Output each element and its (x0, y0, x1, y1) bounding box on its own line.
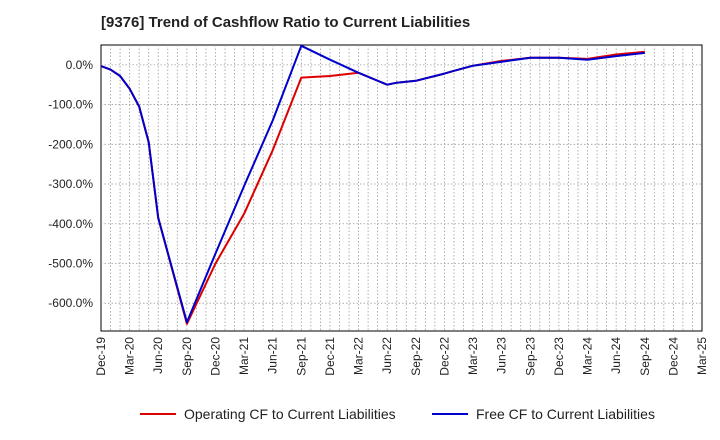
y-tick-label: -200.0% (48, 137, 93, 151)
y-gridlines (101, 64, 702, 304)
series-lines (100, 44, 645, 325)
legend-item-operating-cf: Operating CF to Current Liabilities (140, 404, 396, 424)
y-axis-tick-labels: 0.0% -100.0% -200.0% -300.0% -400.0% -500.0% -… (48, 58, 93, 310)
legend-item-free-cf: Free CF to Current Liabilities (432, 404, 655, 424)
y-tick-label: -100.0% (48, 98, 93, 112)
plot-area (100, 44, 703, 332)
y-tick-label: -600.0% (48, 296, 93, 310)
x-tick-label: Dec-19 (94, 337, 108, 376)
y-tick-label: -400.0% (48, 217, 93, 231)
x-tick-label: Dec-21 (323, 337, 337, 376)
x-tick-label: Mar-25 (695, 337, 709, 375)
legend-label-free-cf: Free CF to Current Liabilities (476, 406, 655, 422)
x-axis-tick-labels: Dec-19 Mar-20 Jun-20 Sep-20 Dec-20 Mar-21 Jun-… (94, 337, 709, 376)
y-tick-label: -500.0% (48, 256, 93, 270)
x-tick-label: Mar-23 (466, 337, 480, 375)
x-tick-label: Jun-20 (151, 337, 165, 374)
x-tick-label: Sep-20 (180, 337, 194, 376)
x-tick-label: Mar-21 (237, 337, 251, 375)
x-tick-label: Sep-22 (409, 337, 423, 376)
x-tick-label: Mar-22 (352, 337, 366, 375)
x-tick-label: Mar-20 (123, 337, 137, 375)
legend: Operating CF to Current Liabilities Free… (0, 404, 720, 426)
chart-title: [9376] Trend of Cashflow Ratio to Curren… (101, 14, 471, 31)
x-tick-label: Mar-24 (581, 337, 595, 375)
x-tick-label: Sep-24 (638, 337, 652, 376)
legend-label-operating-cf: Operating CF to Current Liabilities (184, 406, 396, 422)
x-tick-label: Dec-23 (552, 337, 566, 376)
x-tick-label: Jun-21 (266, 337, 280, 374)
legend-swatch-operating-cf (140, 413, 176, 415)
x-tick-label: Dec-20 (208, 337, 222, 376)
x-tick-label: Sep-23 (523, 337, 537, 376)
x-tick-label: Dec-24 (666, 337, 680, 376)
series-line-1 (100, 44, 645, 324)
y-tick-label: 0.0% (66, 58, 94, 72)
legend-swatch-free-cf (432, 413, 468, 415)
y-tick-label: -300.0% (48, 177, 93, 191)
x-tick-label: Jun-23 (495, 337, 509, 374)
x-tick-label: Jun-22 (380, 337, 394, 374)
x-tick-label: Sep-21 (294, 337, 308, 376)
x-tick-label: Jun-24 (609, 337, 623, 374)
x-tick-label: Dec-22 (437, 337, 451, 376)
